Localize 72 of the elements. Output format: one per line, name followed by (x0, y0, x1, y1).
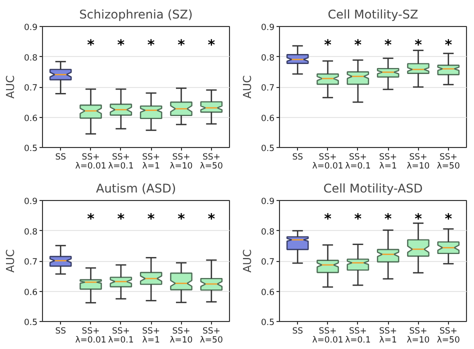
x-tick-label: SS (292, 326, 303, 336)
x-tick-label: SS+ λ=50 (200, 326, 223, 346)
y-tick-label: 0.7 (260, 84, 275, 94)
y-tick-label: 0.6 (260, 114, 275, 124)
annotation: * (384, 212, 392, 228)
annotation: * (384, 38, 392, 54)
annotation: * (178, 38, 186, 54)
annotation: * (444, 212, 453, 228)
y-tick-label: 0.8 (260, 53, 275, 64)
y-tick-label: 0.6 (260, 288, 275, 298)
x-tick-label: SS+ λ=0.01 (312, 326, 344, 346)
y-tick-label: 0.7 (260, 258, 275, 268)
y-tick-label: 0.6 (24, 114, 38, 124)
annotation: * (414, 212, 423, 228)
x-tick-label: SS+ λ=0.01 (75, 326, 106, 346)
y-tick-label: 0.9 (24, 197, 38, 207)
annotation: * (147, 38, 156, 54)
y-tick-label: 0.5 (260, 318, 275, 328)
x-tick-label: SS+ λ=0.01 (75, 152, 106, 172)
annotation: * (147, 212, 156, 228)
annotation: * (87, 38, 96, 54)
x-tick-label: SS+ λ=0.1 (108, 152, 134, 172)
annotation: * (117, 38, 126, 54)
chart-title: Cell Motility-SZ (328, 8, 418, 22)
y-tick-label: 0.9 (260, 197, 275, 207)
x-tick-label: SS+ λ=10 (170, 152, 193, 172)
x-tick-label: SS+ λ=0.1 (345, 152, 371, 172)
x-tick-label: SS+ λ=0.1 (108, 326, 134, 346)
y-axis-title: AUC (240, 249, 254, 273)
y-tick-label: 0.8 (24, 53, 38, 64)
y-tick-label: 0.9 (24, 23, 38, 33)
y-tick-label: 0.5 (24, 144, 38, 154)
annotation: * (117, 212, 126, 228)
x-tick-label: SS (292, 152, 303, 162)
x-tick-label: SS+ λ=0.1 (345, 326, 371, 346)
y-tick-label: 0.8 (24, 227, 38, 238)
x-tick-label: SS+ λ=10 (170, 326, 193, 346)
y-tick-label: 0.6 (24, 288, 38, 298)
x-tick-label: SS+ λ=10 (406, 326, 430, 346)
x-tick-label: SS (55, 152, 66, 162)
x-tick-label: SS+ λ=1 (379, 326, 398, 346)
x-tick-label: SS (55, 326, 66, 336)
y-axis-title: AUC (4, 249, 17, 273)
y-axis-title: AUC (240, 75, 254, 99)
x-tick-label: SS+ λ=50 (200, 152, 223, 172)
x-tick-label: SS+ λ=50 (436, 152, 460, 172)
chart-title: Autism (ASD) (96, 182, 176, 196)
y-axis-title: AUC (4, 75, 17, 99)
annotation: * (208, 212, 216, 228)
annotation: * (354, 212, 362, 228)
x-tick-label: SS+ λ=1 (142, 326, 160, 346)
chart-title: Cell Motility-ASD (323, 182, 423, 196)
x-tick-label: SS+ λ=10 (406, 152, 430, 172)
y-tick-label: 0.7 (24, 258, 38, 268)
y-tick-label: 0.8 (260, 227, 275, 238)
x-tick-label: SS+ λ=50 (436, 326, 460, 346)
annotation: * (324, 38, 332, 54)
y-tick-label: 0.5 (260, 144, 275, 154)
annotation: * (178, 212, 186, 228)
x-tick-label: SS+ λ=1 (142, 152, 160, 172)
y-tick-label: 0.7 (24, 84, 38, 94)
annotation: * (208, 38, 216, 54)
chart-title: Schizophrenia (SZ) (79, 8, 193, 22)
y-tick-label: 0.5 (24, 318, 38, 328)
y-tick-label: 0.9 (260, 23, 275, 33)
annotation: * (87, 212, 96, 228)
annotation: * (324, 212, 332, 228)
annotation: * (414, 38, 423, 54)
x-tick-label: SS+ λ=1 (379, 152, 398, 172)
x-tick-label: SS+ λ=0.01 (312, 152, 344, 172)
annotation: * (444, 38, 453, 54)
annotation: * (354, 38, 362, 54)
